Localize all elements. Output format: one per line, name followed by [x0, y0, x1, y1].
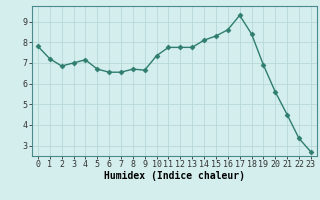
X-axis label: Humidex (Indice chaleur): Humidex (Indice chaleur) [104, 171, 245, 181]
